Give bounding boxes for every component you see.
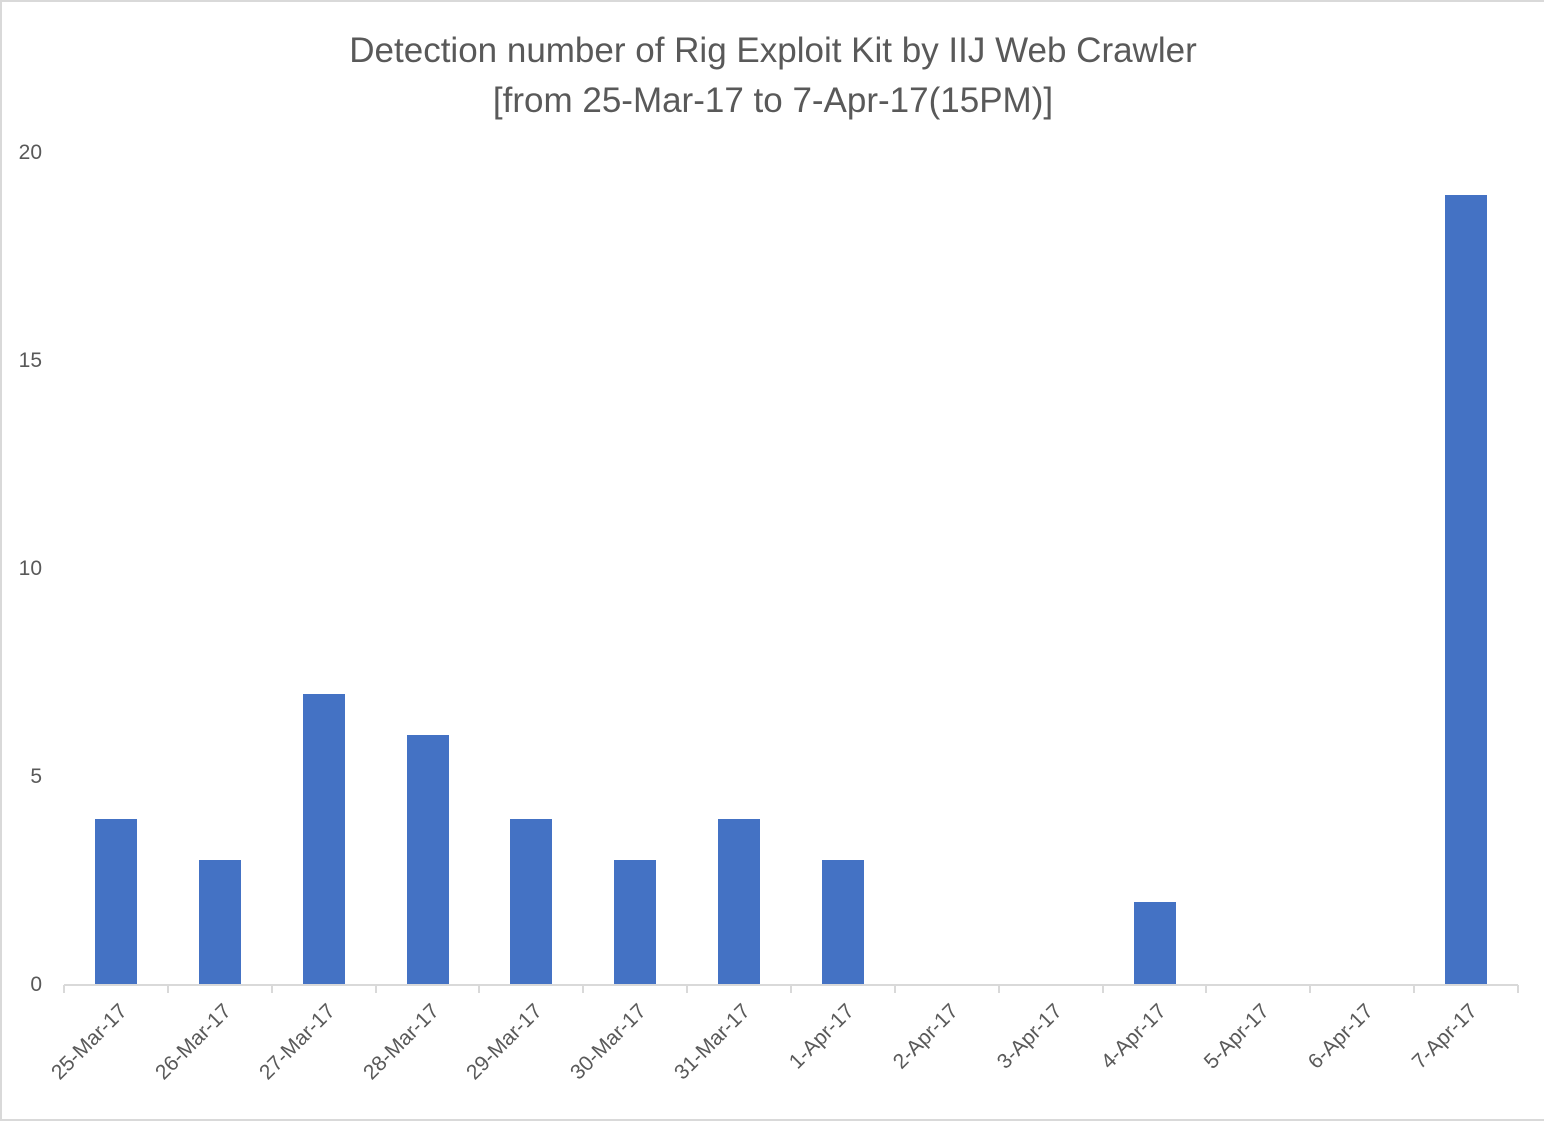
x-tick-mark xyxy=(1517,985,1519,993)
x-tick-mark xyxy=(478,985,481,993)
y-tick-label: 5 xyxy=(30,765,42,788)
x-tick-mark xyxy=(582,985,585,993)
bar xyxy=(1133,901,1176,985)
bar xyxy=(718,818,761,985)
x-tick-mark xyxy=(1205,985,1208,993)
x-tick-mark xyxy=(686,985,689,993)
y-tick-label: 0 xyxy=(30,973,42,996)
bar xyxy=(614,860,657,985)
bar xyxy=(821,860,864,985)
x-tick-mark xyxy=(270,985,273,993)
y-tick-label: 15 xyxy=(18,349,42,372)
x-tick-mark xyxy=(1309,985,1312,993)
bar xyxy=(510,818,553,985)
x-tick-mark xyxy=(997,985,1000,993)
bar xyxy=(198,860,241,985)
x-tick-mark xyxy=(166,985,169,993)
x-tick-mark xyxy=(374,985,377,993)
x-tick-mark xyxy=(1101,985,1104,993)
x-tick-mark xyxy=(63,985,65,993)
plot-area xyxy=(64,153,1518,985)
bar xyxy=(1445,194,1488,985)
chart-title: Detection number of Rig Exploit Kit by I… xyxy=(349,31,1197,70)
x-tick-mark xyxy=(893,985,896,993)
bar xyxy=(302,693,345,985)
y-tick-label: 10 xyxy=(18,557,42,580)
bar xyxy=(94,818,137,985)
x-tick-mark xyxy=(1413,985,1416,993)
chart-title-block: Detection number of Rig Exploit Kit by I… xyxy=(0,26,1546,126)
x-tick-mark xyxy=(790,985,792,993)
chart-subtitle: [from 25-Mar-17 to 7-Apr-17(15PM)] xyxy=(492,81,1054,120)
bar xyxy=(406,735,449,985)
y-tick-label: 20 xyxy=(18,141,42,164)
